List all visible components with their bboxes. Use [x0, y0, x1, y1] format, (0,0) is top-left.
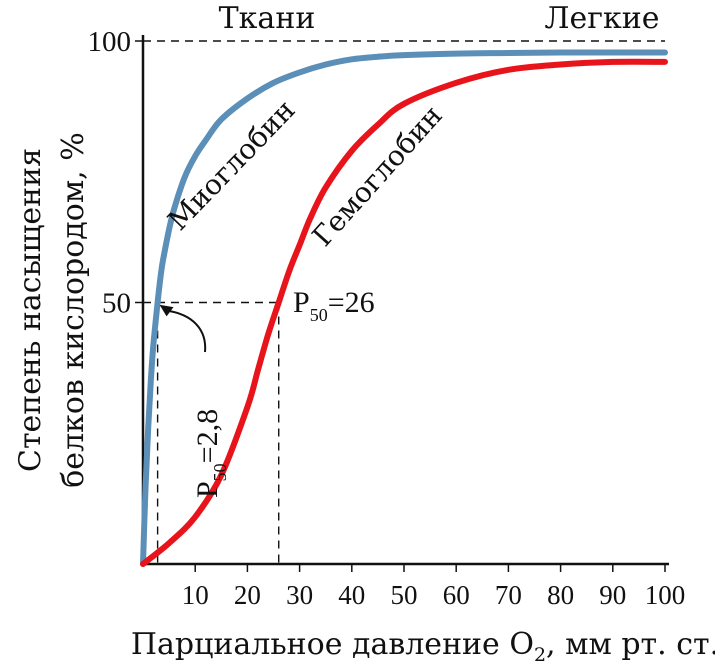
- annotation-myo-p50: P50=2,8: [191, 409, 230, 498]
- annotation-hb-p50-sub: 50: [310, 305, 328, 325]
- x-axis-label-subscript: 2: [534, 644, 546, 666]
- x-tick-label-50: 50: [391, 580, 418, 610]
- x-tick-label-100: 100: [645, 580, 686, 610]
- annotation-myo-p50-sub: 50: [210, 463, 230, 481]
- annotation-hb-p50-value: =26: [328, 286, 375, 319]
- x-tick-label-80: 80: [547, 580, 574, 610]
- annotation-hb-p50: P50=26: [293, 286, 375, 325]
- region-label-tissues: Ткани: [219, 1, 316, 36]
- y-axis-label-line2: белков кислородом, %: [56, 132, 91, 488]
- x-tick-label-40: 40: [338, 580, 365, 610]
- x-axis-label-main: Парциальное давление O: [131, 627, 534, 662]
- x-tick-label-70: 70: [495, 580, 522, 610]
- annotation-hb-p50-letter: P: [293, 286, 310, 319]
- x-axis-label-tail: , мм рт. ст.: [546, 627, 715, 662]
- region-label-lungs: Легкие: [544, 1, 659, 36]
- y-tick-label-50: 50: [102, 288, 131, 320]
- annotation-arrowhead-myo-p50: [159, 304, 174, 317]
- annotation-myo-p50-value: =2,8: [191, 409, 224, 463]
- series-label-myoglobin: Миоглобин: [161, 93, 301, 237]
- x-axis-label: Парциальное давление O2, мм рт. ст.: [131, 627, 715, 666]
- annotation-arrow-myo-p50: [165, 309, 207, 353]
- y-tick-label-100: 100: [88, 26, 132, 58]
- annotation-myo-p50-letter: P: [191, 481, 224, 498]
- plot-area: 10 20 30 40 50 60 70 80 90 100 50 100: [88, 26, 686, 610]
- x-tick-label-90: 90: [599, 580, 626, 610]
- series-line-myoglobin: [140, 49, 668, 567]
- y-axis-label-line1: Степень насыщения: [13, 148, 48, 472]
- x-tick-label-10: 10: [182, 580, 209, 610]
- x-tick-label-20: 20: [234, 580, 261, 610]
- x-tick-label-60: 60: [443, 580, 470, 610]
- x-tick-label-30: 30: [286, 580, 313, 610]
- series-line-hemoglobin: [140, 58, 668, 567]
